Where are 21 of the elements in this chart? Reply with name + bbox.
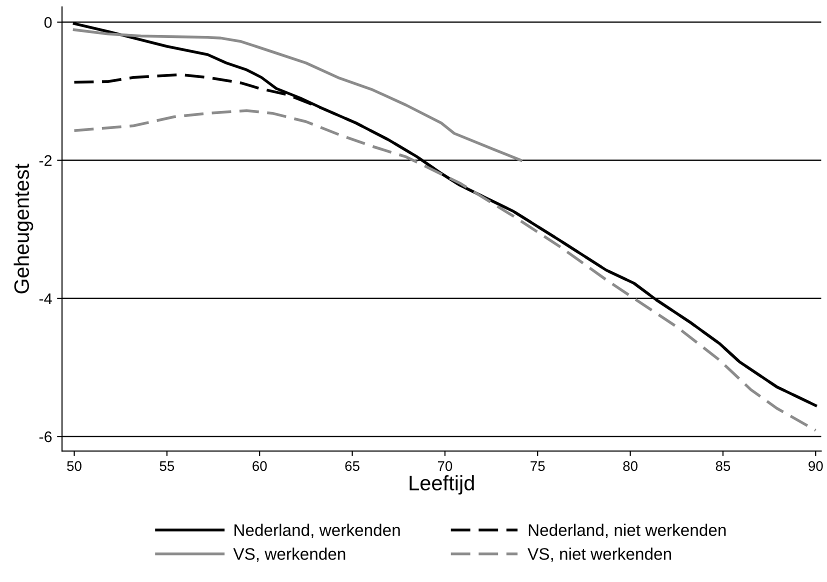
x-tick-label: 90	[808, 461, 823, 471]
y-tick-label: -4	[39, 293, 52, 304]
legend-label: Nederland, niet werkenden	[528, 524, 726, 538]
x-tick-label: 55	[160, 461, 174, 471]
y-tick-label: -6	[39, 431, 52, 442]
x-axis-title: Leeftijd	[410, 475, 474, 495]
y-tick-label: 0	[44, 17, 52, 28]
line-series	[72, 109, 818, 432]
line-series	[72, 28, 522, 162]
x-tick-label: 75	[530, 461, 545, 471]
x-tick-label: 65	[345, 461, 360, 471]
x-tick-label: 60	[252, 461, 267, 471]
x-tick-label: 70	[438, 461, 452, 471]
x-tick-label: 50	[67, 461, 82, 471]
legend-label: VS, werkenden	[233, 548, 346, 562]
legend-label: Nederland, werkenden	[234, 524, 400, 538]
x-tick-label: 80	[623, 461, 638, 471]
x-tick-label: 85	[716, 461, 730, 471]
y-axis-title: Geheugentest	[14, 164, 34, 294]
legend-label: VS, niet werkenden	[528, 548, 671, 562]
y-tick-label: -2	[39, 155, 52, 166]
